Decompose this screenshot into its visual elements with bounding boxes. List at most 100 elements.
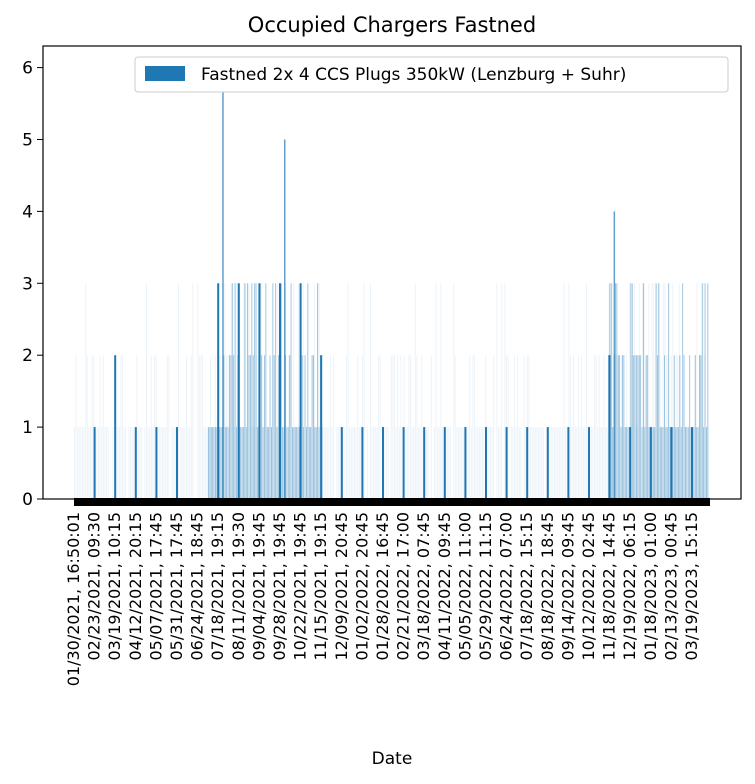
bar-faint	[707, 427, 709, 499]
bar-faint	[237, 283, 239, 499]
bar-faint	[419, 427, 421, 499]
x-tick-label: 06/24/2021, 18:45	[188, 512, 207, 661]
bar-dense	[231, 283, 233, 499]
bar-faint	[224, 283, 226, 499]
bar	[93, 427, 96, 499]
bar-faint	[306, 427, 307, 499]
bar-faint	[504, 283, 506, 499]
x-tick-label: 11/15/2021, 19:15	[311, 512, 330, 661]
bar-faint	[426, 427, 427, 499]
legend-swatch	[145, 66, 185, 81]
bar-dense	[248, 355, 250, 499]
bar-faint	[363, 283, 365, 499]
bar-faint	[386, 427, 387, 499]
bar-dense	[641, 427, 643, 499]
bar-faint	[661, 427, 663, 499]
legend: Fastned 2x 4 CCS Plugs 350kW (Lenzburg +…	[134, 56, 729, 93]
bar-faint	[133, 427, 135, 499]
bar-dense	[654, 427, 656, 499]
bar-dense	[682, 283, 684, 499]
bar-faint	[246, 283, 248, 499]
bar-faint	[453, 283, 455, 499]
bar-faint	[421, 355, 423, 499]
bar-dense	[665, 427, 667, 499]
bar-faint	[240, 427, 242, 499]
bar-faint	[245, 283, 247, 499]
bar-faint	[546, 427, 547, 499]
bar-faint	[232, 283, 234, 499]
bar-faint	[290, 355, 291, 499]
bar	[608, 355, 611, 499]
bar-faint	[157, 427, 159, 499]
bar-faint	[638, 283, 640, 499]
bar	[299, 283, 302, 499]
bar-faint	[106, 427, 107, 499]
bar-faint	[178, 283, 179, 499]
bar-faint	[243, 283, 245, 499]
bar-faint	[173, 427, 175, 499]
bar-faint	[325, 427, 327, 499]
bar-faint	[406, 427, 408, 499]
bar-faint	[272, 355, 274, 499]
bar-faint	[328, 427, 330, 499]
bar-faint	[523, 355, 525, 499]
bar-faint	[654, 427, 656, 499]
bar-faint	[597, 427, 599, 499]
bar-series	[74, 67, 709, 500]
bar-faint	[344, 427, 346, 499]
bar-faint	[648, 283, 650, 499]
bar-dense	[223, 355, 225, 499]
bar-faint	[99, 355, 101, 499]
bar-dense	[311, 355, 313, 499]
bar-dense	[292, 427, 293, 499]
bar-faint	[683, 427, 685, 499]
bar-dense	[286, 427, 288, 499]
bar-dense	[273, 355, 275, 499]
bar-faint	[630, 355, 632, 499]
bar-faint	[339, 427, 341, 499]
bar-dense	[213, 427, 215, 499]
bar-dense	[610, 283, 612, 499]
bar-faint	[355, 427, 357, 499]
bar	[134, 427, 137, 499]
bar-faint	[163, 427, 165, 499]
bar-faint	[462, 427, 464, 499]
bar-faint	[427, 427, 429, 499]
bar-dense	[673, 355, 675, 499]
bar-dense	[210, 427, 212, 499]
bar-faint	[336, 427, 338, 499]
bar-faint	[213, 427, 215, 499]
bar-faint	[384, 427, 386, 499]
bar-faint	[120, 355, 122, 499]
bar-faint	[656, 283, 658, 499]
bar-faint	[430, 355, 432, 499]
bar	[176, 427, 178, 499]
bar-faint	[91, 355, 93, 499]
bar-dense	[675, 427, 677, 499]
bar-dense	[208, 427, 209, 499]
bar	[217, 283, 220, 499]
bar-faint	[627, 427, 629, 499]
x-tick-label: 04/11/2022, 09:45	[435, 512, 454, 661]
bar-faint	[669, 427, 671, 499]
bar-faint	[438, 427, 440, 499]
bar-faint	[146, 283, 147, 499]
bar-faint	[171, 427, 173, 499]
bar-dense	[245, 427, 247, 499]
x-tick-label: 11/18/2022, 14:45	[600, 512, 619, 661]
y-tick-label: 4	[22, 202, 33, 222]
bar-faint	[250, 427, 251, 499]
bar-faint	[371, 427, 373, 499]
bar-faint	[560, 427, 562, 499]
bar-faint	[698, 427, 699, 499]
bar-faint	[288, 355, 290, 499]
x-tick-label: 12/19/2022, 06:15	[620, 512, 639, 661]
bar-dense	[250, 355, 251, 499]
bar-faint	[557, 427, 559, 499]
bar-faint	[358, 427, 360, 499]
bar-faint	[349, 427, 351, 499]
bar-faint	[370, 283, 371, 499]
bar-dense	[700, 355, 702, 499]
bar-faint	[514, 355, 515, 499]
